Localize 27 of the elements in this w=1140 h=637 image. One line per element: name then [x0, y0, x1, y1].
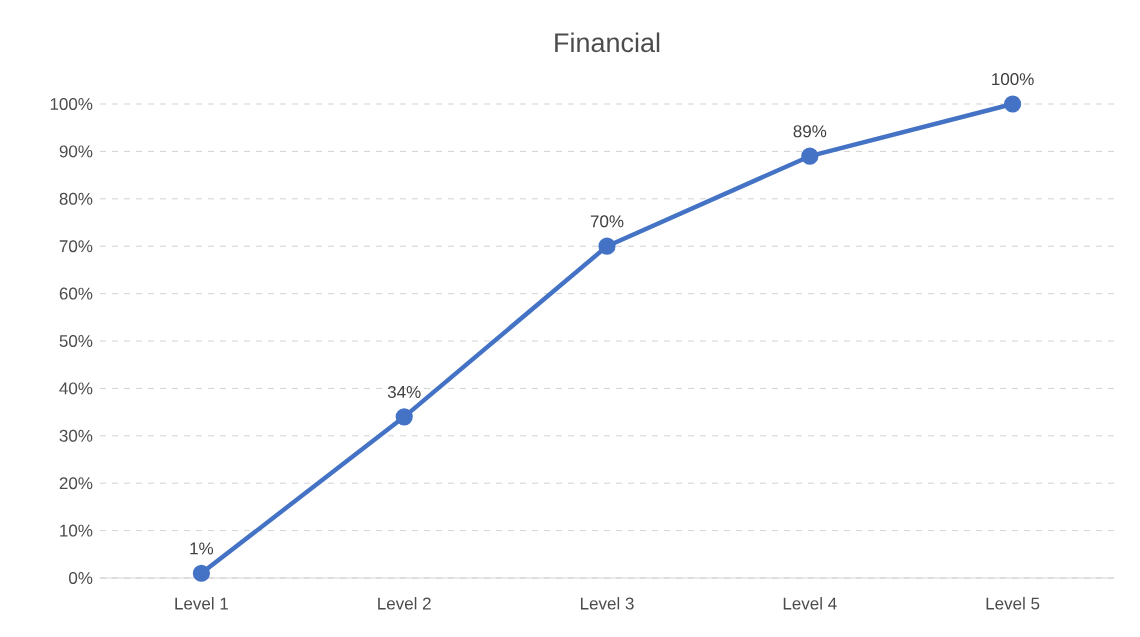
point [1004, 95, 1022, 113]
data-label: 34% [387, 385, 421, 398]
y-tick-label: 30% [59, 429, 93, 442]
y-tick-label: 40% [59, 382, 93, 395]
y-tick-label: 60% [59, 287, 93, 300]
data-label: 100% [992, 73, 1034, 86]
x-tick-label: Level 3 [580, 597, 634, 610]
y-tick-label: 90% [59, 145, 93, 158]
y-tick-label: 10% [60, 524, 93, 537]
y-tick-label: 100% [50, 97, 93, 110]
y-tick-label: 50% [59, 334, 93, 348]
x-tick-label: Level 2 [378, 597, 431, 610]
y-tick-label: 0% [69, 571, 93, 585]
y-tick-label: 20% [59, 477, 93, 490]
data-label: 1% [190, 542, 214, 555]
point [801, 147, 819, 165]
x-tick-label: Level 4 [783, 597, 837, 610]
point [192, 564, 210, 582]
data-label: 70% [590, 215, 624, 228]
y-tick-label: 80% [59, 192, 93, 205]
y-tick-label: 70% [59, 240, 93, 253]
x-tick-label: Level 5 [986, 597, 1040, 610]
data-label: 89% [793, 125, 827, 138]
point [395, 408, 413, 426]
x-tick-label: Level 1 [175, 597, 228, 610]
point [598, 237, 616, 255]
chart-title: Financial [555, 32, 660, 53]
